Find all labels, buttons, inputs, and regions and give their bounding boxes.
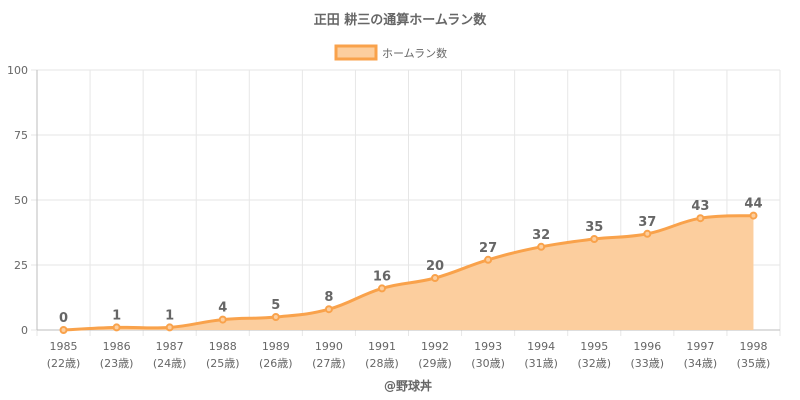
- data-label: 32: [532, 228, 550, 243]
- y-tick-label: 0: [21, 324, 28, 337]
- data-labels: 0 1 1 4 5 8 16 20 27 32 35 37 43 44: [59, 197, 762, 326]
- data-label: 27: [479, 241, 497, 256]
- data-label: 44: [744, 197, 762, 212]
- data-point[interactable]: [484, 255, 493, 264]
- x-tick-sublabel: (32歳): [577, 357, 611, 370]
- data-label: 43: [691, 199, 709, 214]
- data-label: 16: [373, 269, 391, 284]
- x-tick-label: 1990: [315, 340, 343, 353]
- data-point[interactable]: [537, 242, 546, 251]
- x-tick-label: 1991: [368, 340, 396, 353]
- y-tick-label: 100: [7, 64, 28, 77]
- x-tick-sublabel: (29歳): [418, 357, 452, 370]
- x-tick-label: 1986: [103, 340, 131, 353]
- x-tick-label: 1987: [156, 340, 184, 353]
- x-tick-label: 1993: [474, 340, 502, 353]
- x-tick-sublabel: (23歳): [100, 357, 134, 370]
- x-tick-sublabel: (27歳): [312, 357, 346, 370]
- x-tick-label: 1998: [739, 340, 767, 353]
- data-label: 5: [271, 298, 280, 313]
- y-tick-label: 50: [14, 194, 28, 207]
- data-point[interactable]: [749, 211, 758, 220]
- data-point[interactable]: [165, 323, 174, 332]
- data-label: 8: [324, 290, 333, 305]
- data-label: 37: [638, 215, 656, 230]
- data-points: [59, 211, 758, 334]
- data-point[interactable]: [324, 305, 333, 314]
- data-label: 1: [112, 308, 121, 323]
- data-label: 4: [218, 301, 227, 316]
- data-point[interactable]: [112, 323, 121, 332]
- x-tick-label: 1995: [580, 340, 608, 353]
- x-tick-sublabel: (30歳): [471, 357, 505, 370]
- x-tick-sublabel: (35歳): [737, 357, 771, 370]
- data-point[interactable]: [696, 214, 705, 223]
- data-point[interactable]: [590, 235, 599, 243]
- series-area: [63, 215, 754, 330]
- data-point[interactable]: [643, 229, 652, 238]
- x-tick-sublabel: (28歳): [365, 357, 399, 370]
- x-tick-sublabel: (34歳): [684, 357, 718, 370]
- data-label: 1: [165, 308, 174, 323]
- plot-area: [63, 214, 754, 332]
- data-point[interactable]: [431, 274, 440, 282]
- y-tick-label: 75: [14, 129, 28, 142]
- y-axis: 0 25 50 75 100: [7, 64, 28, 337]
- x-tick-sublabel: (24歳): [153, 357, 187, 370]
- x-tick-label: 1996: [633, 340, 661, 353]
- x-tick-label: 1985: [50, 340, 78, 353]
- credit-label: @野球丼: [384, 378, 432, 393]
- x-tick-label: 1992: [421, 340, 449, 353]
- legend-label: ホームラン数: [382, 47, 447, 60]
- x-tick-label: 1997: [686, 340, 714, 353]
- series-line: [63, 214, 754, 332]
- data-point[interactable]: [377, 284, 386, 293]
- x-tick-label: 1989: [262, 340, 290, 353]
- data-label: 0: [59, 311, 68, 326]
- data-point[interactable]: [271, 313, 280, 321]
- data-point[interactable]: [59, 326, 68, 334]
- x-tick-sublabel: (33歳): [631, 357, 665, 370]
- x-axis: 1985 (22歳) 1986 (23歳) 1987 (24歳) 1988 (25歳) 1989…: [47, 340, 771, 370]
- legend-swatch: [334, 44, 378, 61]
- x-tick-sublabel: (22歳): [47, 357, 81, 370]
- x-tick-label: 1988: [209, 340, 237, 353]
- data-point[interactable]: [218, 315, 227, 324]
- chart-title: 正田 耕三の通算ホームラン数: [314, 12, 487, 28]
- data-label: 20: [426, 259, 444, 274]
- data-label: 35: [585, 220, 603, 235]
- x-tick-sublabel: (31歳): [524, 357, 558, 370]
- y-tick-label: 25: [14, 259, 28, 272]
- legend[interactable]: ホームラン数: [334, 44, 447, 61]
- x-tick-label: 1994: [527, 340, 555, 353]
- x-tick-sublabel: (25歳): [206, 357, 240, 370]
- x-tick-sublabel: (26歳): [259, 357, 293, 370]
